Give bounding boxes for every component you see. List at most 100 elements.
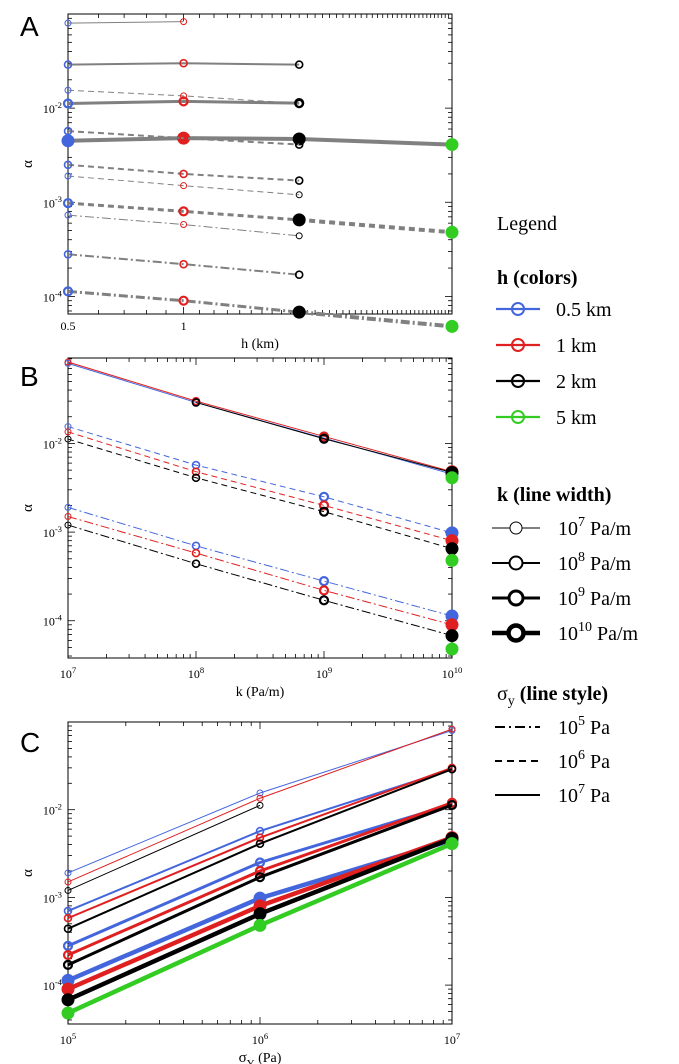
data-point [64,503,72,511]
legend-width-marker [508,555,524,571]
series-line [67,516,453,626]
legend-color-label: 2 km [556,371,597,393]
y-tick-label: 10-2 [43,100,62,116]
data-point [447,764,457,774]
data-point [445,138,459,152]
data-point [64,358,72,366]
data-point [445,471,459,485]
data-point [64,869,72,877]
x-tick-label: 109 [316,665,332,681]
series-line [67,803,453,967]
legend-style-label: 107 Pa [558,782,610,807]
x-tick-label: 1010 [442,665,463,681]
plot-frame [67,357,453,659]
data-point [254,865,266,877]
data-point [178,295,189,306]
data-point [63,924,73,933]
data-point [179,169,188,179]
series-line [67,253,300,276]
data-point [294,98,305,109]
data-point [63,60,73,69]
y-tick-label: 10-2 [43,802,62,818]
series-line [67,768,453,912]
series-line [67,175,300,196]
data-point [294,176,304,185]
x-axis-label: σY (Pa) [239,1050,282,1064]
data-point [179,259,188,269]
data-point [445,319,459,333]
data-point [61,1006,75,1020]
series-line [67,62,300,66]
legend-color-label: 5 km [556,407,597,429]
data-point [318,500,330,511]
data-point [294,140,304,149]
series-line [299,310,453,329]
data-point [256,801,264,809]
data-point [191,398,201,407]
x-tick-label: 105 [60,1031,76,1047]
y-axis: 10-4 10-3 10-2 [43,358,452,657]
y-axis: 10-4 10-3 10-2 [43,13,452,312]
legend-color-marker [511,302,525,316]
legend-title: Legend [497,213,557,235]
y-tick-label: 10-2 [43,435,62,451]
chart-panel-b: B 10-4 10-3 10-2 107 108 109 1010 k (Pa/m) α [20,357,462,700]
series-line [299,217,453,235]
x-tick-label: 107 [444,1031,461,1047]
series-line [67,21,184,24]
data-point [63,913,73,923]
y-tick-label: 10-3 [43,524,62,540]
y-tick-label: 10-4 [43,977,63,993]
legend-colors-title: h (colors) [497,267,578,289]
data-point [445,618,459,632]
data-point [62,940,74,951]
series-line [67,89,300,104]
data-point [253,907,267,921]
series-line [67,768,453,930]
legend-width-marker [506,623,526,643]
data-point [295,232,303,240]
series-line [67,438,453,550]
plot-frame [67,13,453,315]
legend-style-label: 105 Pa [558,714,610,739]
series-line [67,730,453,874]
series-line [195,401,453,473]
series-group [61,18,459,333]
series-line [67,431,453,542]
data-point [64,172,72,180]
data-point [64,211,72,219]
data-point [318,491,330,502]
data-point [63,126,73,136]
data-point [180,182,188,190]
series-line [67,766,453,920]
panel-letter: B [20,361,39,392]
y-tick-label: 10-4 [43,613,63,629]
x-axis: 107 108 109 1010 k (Pa/m) [60,358,462,700]
x-tick-label: 106 [252,1031,269,1047]
legend-width-marker [509,521,523,535]
data-point [445,629,459,643]
data-point [256,794,264,802]
y-tick-label: 10-3 [43,889,62,905]
data-point [445,837,459,851]
data-point [61,982,75,996]
series-line [67,136,453,147]
data-point [64,428,72,436]
legend-width-marker [507,589,525,607]
series-line [67,214,300,237]
legend-width-label: 109 Pa/m [558,585,632,610]
series-line [67,728,453,883]
x-axis-label: h (km) [241,337,279,352]
data-point [256,789,264,797]
data-point [445,542,459,556]
panel-letter: C [20,727,40,758]
y-tick-label: 10-3 [43,194,62,210]
data-point [64,86,72,94]
series-line [67,130,300,146]
data-point [62,949,74,961]
data-point [64,512,72,520]
legend-color-label: 1 km [556,335,597,357]
data-point [62,98,74,109]
data-point [294,270,304,279]
